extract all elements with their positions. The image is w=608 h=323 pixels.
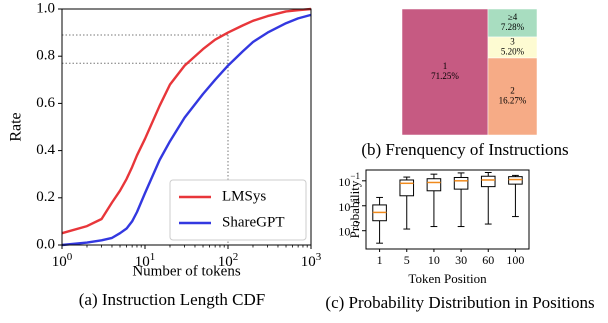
series-line-lmsys: [61, 7, 312, 235]
caption-b: (b) Frenquency of Instructions: [361, 140, 569, 159]
caption-c: (c) Probability Distribution in Position…: [325, 293, 595, 312]
x-tick-label-a-2: 102: [218, 251, 239, 271]
treemap-label-4: 2: [510, 86, 515, 96]
treemap-cell-1: [401, 8, 489, 136]
box-1: [399, 179, 415, 197]
y-tick-label-c-1: 10−4: [338, 196, 360, 214]
box-3: [453, 176, 469, 190]
y-tick-label-c-2: 10−7: [338, 221, 360, 239]
x-tick-label-a-1: 101: [135, 251, 156, 271]
y-tick-label-a-4: 0.8: [36, 48, 55, 64]
y-tick-label-a-1: 0.2: [36, 189, 55, 205]
x-tick-label-c-1: 5: [404, 253, 410, 267]
caption-a: (a) Instruction Length CDF: [78, 290, 266, 309]
x-tick-label-c-4: 60: [482, 253, 494, 267]
y-axis-label-a: Rate: [8, 112, 25, 141]
box-2: [426, 178, 442, 192]
x-tick-label-c-5: 100: [506, 253, 524, 267]
legend-label-sharegpt: ShareGPT: [222, 214, 285, 230]
series-line-sharegpt: [61, 13, 312, 247]
x-tick-label-c-0: 1: [377, 253, 383, 267]
y-tick-label-a-3: 0.6: [36, 95, 55, 111]
plot-a-frame: [61, 8, 312, 246]
x-tick-label-c-2: 10: [428, 253, 440, 267]
x-tick-label-a-0: 100: [52, 251, 73, 271]
plot-c-frame: [365, 169, 530, 250]
treemap-label-2: ≥4: [508, 12, 518, 22]
treemap-value-4: 16.27%: [499, 96, 527, 106]
x-axis-label-c: Token Position: [408, 271, 487, 286]
treemap-value-2: 7.28%: [501, 22, 525, 32]
box-4: [480, 175, 496, 188]
y-tick-label-c-0: 10−1: [338, 171, 360, 189]
x-tick-label-a-3: 103: [301, 251, 322, 271]
treemap-label-1: 1: [443, 61, 448, 71]
treemap-label-3: 3: [510, 37, 515, 47]
y-tick-label-a-0: 0.0: [36, 236, 55, 252]
legend-label-lmsys: LMSys: [222, 188, 266, 204]
treemap-value-3: 5.20%: [501, 47, 525, 57]
x-axis-label-a: Number of tokens: [132, 263, 240, 279]
treemap-cell-4: [487, 57, 538, 136]
y-tick-label-a-2: 0.4: [36, 142, 55, 158]
legend-box: [169, 179, 307, 241]
box-5: [508, 176, 523, 185]
treemap-value-1: 71.25%: [431, 71, 459, 81]
treemap-cell-2: [487, 8, 538, 38]
x-tick-label-c-3: 30: [455, 253, 467, 267]
y-tick-label-a-5: 1.0: [36, 0, 55, 16]
y-axis-label-c: Probability: [347, 180, 362, 238]
